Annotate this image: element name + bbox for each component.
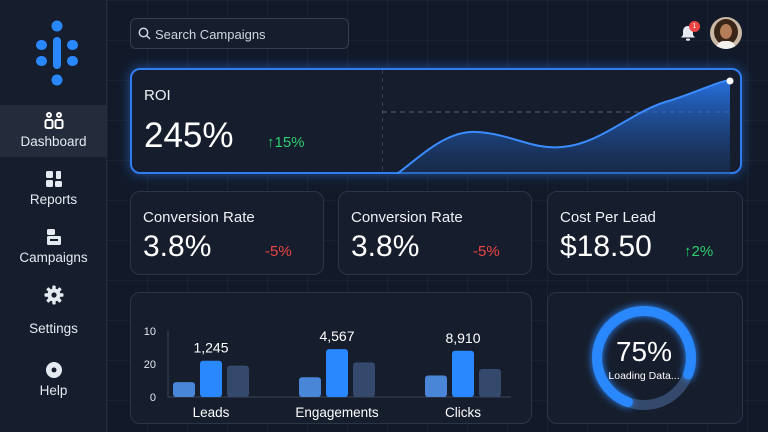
bar-chart-card: 0 20 10 1,245 Leads 4,567 Engagements 8,910 Clic… <box>130 292 532 424</box>
sidebar-item-reports[interactable]: Reports <box>0 163 107 215</box>
y-tick-label: 0 <box>150 392 156 404</box>
campaigns-icon <box>46 229 61 245</box>
bar[interactable] <box>299 377 321 397</box>
roi-delta: ↑15% <box>267 134 305 151</box>
bar[interactable] <box>227 365 249 397</box>
bar-total-label: 8,910 <box>445 330 480 346</box>
sidebar-item-settings[interactable]: Settings <box>0 279 107 343</box>
sidebar-item-label: Settings <box>29 321 78 336</box>
roi-label: ROI <box>144 87 171 104</box>
metric-label: Conversion Rate <box>143 209 255 226</box>
sidebar: Dashboard Reports Campaigns Settings Hel… <box>0 0 107 432</box>
bar[interactable] <box>452 350 474 397</box>
bar[interactable] <box>479 368 501 397</box>
y-tick-label: 20 <box>144 359 156 371</box>
user-avatar[interactable] <box>710 17 742 49</box>
sidebar-item-label: Help <box>39 383 68 398</box>
x-category-label: Clicks <box>445 405 481 420</box>
app-logo <box>36 20 78 86</box>
roi-line <box>396 79 731 174</box>
metric-label: Cost Per Lead <box>560 209 656 226</box>
metric-value: 3.8% <box>143 230 212 263</box>
bar-chart: 0 20 10 1,245 Leads 4,567 Engagements 8,910 Clic… <box>144 326 511 420</box>
metric-delta: ↑2% <box>684 243 714 260</box>
roi-value: 245% <box>144 116 234 155</box>
progress-ring <box>592 306 696 410</box>
bar[interactable] <box>353 362 375 397</box>
progress-card: 75% Loading Data... <box>547 292 743 424</box>
metric-label: Conversion Rate <box>351 209 463 226</box>
help-icon <box>45 362 62 378</box>
y-tick-label: 10 <box>144 326 156 338</box>
metric-value: 3.8% <box>351 230 420 263</box>
bar-total-label: 1,245 <box>193 340 228 356</box>
notification-badge: 1 <box>689 21 700 32</box>
bar[interactable] <box>173 382 195 397</box>
search-input[interactable]: Search Campaigns <box>130 18 349 49</box>
sidebar-item-dashboard[interactable]: Dashboard <box>0 105 107 157</box>
notifications-button[interactable]: 1 <box>680 21 700 42</box>
sidebar-item-label: Campaigns <box>19 250 88 265</box>
metric-card: Conversion Rate 3.8% -5% <box>338 191 532 275</box>
metric-value: $18.50 <box>560 230 652 263</box>
bar[interactable] <box>425 375 447 397</box>
progress-value: 75% <box>615 336 673 367</box>
sidebar-item-campaigns[interactable]: Campaigns <box>0 221 107 273</box>
x-category-label: Engagements <box>295 405 379 420</box>
bar-total-label: 4,567 <box>319 328 354 344</box>
dashboard-icon <box>44 112 63 129</box>
metric-card: Conversion Rate 3.8% -5% <box>130 191 324 275</box>
progress-caption: Loading Data... <box>608 370 680 382</box>
search-placeholder: Search Campaigns <box>155 27 266 42</box>
reports-icon <box>45 171 62 187</box>
gear-icon <box>44 285 63 305</box>
x-category-label: Leads <box>193 405 230 420</box>
metric-delta: -5% <box>473 243 500 260</box>
roi-area <box>397 80 730 174</box>
sidebar-item-help[interactable]: Help <box>0 354 107 406</box>
bar[interactable] <box>200 360 222 397</box>
roi-sparkline <box>382 70 734 174</box>
metric-delta: -5% <box>265 243 292 260</box>
metric-card: Cost Per Lead $18.50 ↑2% <box>547 191 743 275</box>
roi-card: ROI 245% ↑15% <box>130 68 742 174</box>
sidebar-item-label: Dashboard <box>20 134 87 149</box>
search-icon <box>138 27 151 40</box>
roi-endpoint <box>726 77 734 85</box>
bar[interactable] <box>326 349 348 397</box>
sidebar-item-label: Reports <box>29 192 78 207</box>
progress-arc <box>592 306 696 410</box>
